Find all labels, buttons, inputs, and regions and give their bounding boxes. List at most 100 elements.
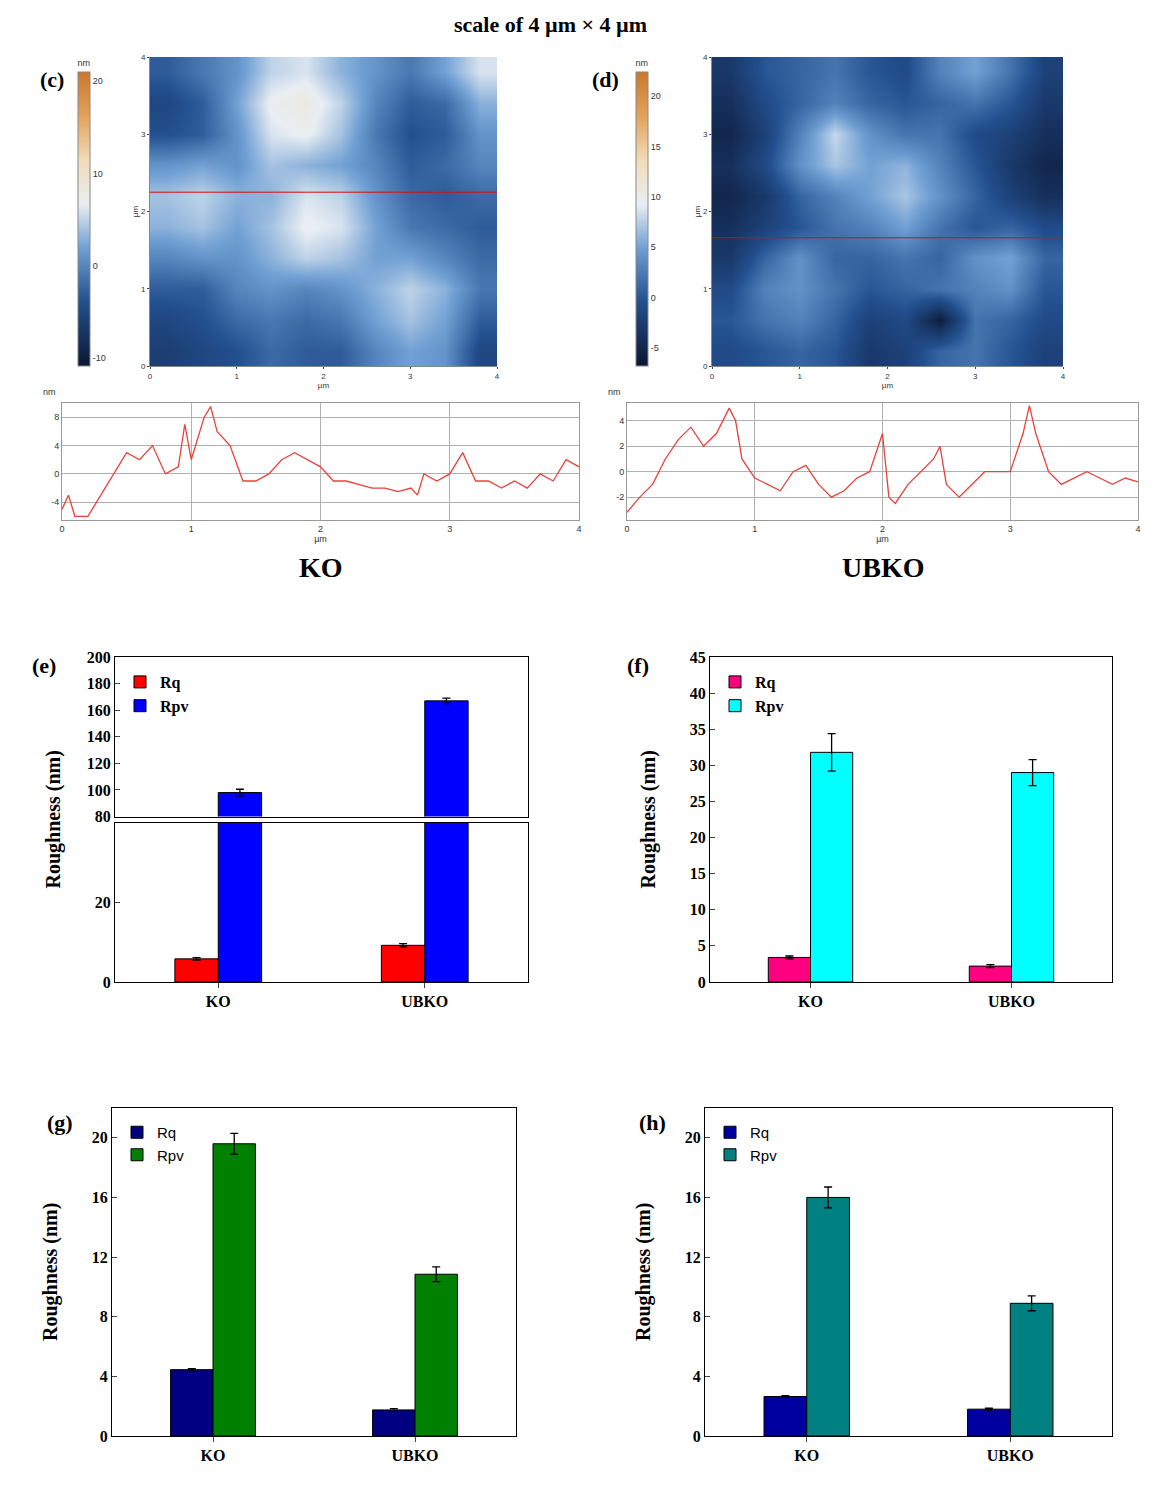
svg-text:Roughness (nm): Roughness (nm)	[632, 1203, 655, 1341]
svg-text:2: 2	[318, 524, 323, 534]
svg-text:2: 2	[321, 372, 326, 381]
svg-text:140: 140	[87, 728, 111, 745]
svg-text:15: 15	[651, 142, 661, 152]
svg-text:0: 0	[93, 261, 98, 271]
svg-text:Rq: Rq	[750, 1124, 769, 1141]
svg-text:40: 40	[690, 685, 706, 702]
svg-text:2: 2	[880, 524, 885, 534]
svg-text:KO: KO	[299, 552, 343, 583]
svg-text:4: 4	[100, 1368, 108, 1385]
svg-text:45: 45	[690, 649, 706, 666]
svg-text:8: 8	[54, 412, 59, 422]
svg-text:200: 200	[87, 649, 111, 666]
svg-text:1: 1	[189, 524, 194, 534]
svg-text:Rpv: Rpv	[160, 698, 188, 716]
svg-text:KO: KO	[206, 993, 231, 1010]
svg-text:1: 1	[703, 285, 708, 294]
svg-text:UBKO: UBKO	[842, 552, 924, 583]
svg-text:Roughness (nm): Roughness (nm)	[42, 750, 65, 888]
svg-text:4: 4	[576, 524, 581, 534]
svg-text:µm: µm	[876, 534, 889, 544]
svg-text:20: 20	[93, 76, 103, 86]
svg-text:Rpv: Rpv	[157, 1147, 184, 1164]
svg-text:0: 0	[693, 1428, 701, 1445]
svg-text:KO: KO	[794, 1447, 819, 1464]
svg-text:UBKO: UBKO	[391, 1447, 438, 1464]
svg-text:100: 100	[87, 782, 111, 799]
svg-text:10: 10	[651, 192, 661, 202]
svg-text:20: 20	[690, 829, 706, 846]
svg-text:µm: µm	[318, 381, 330, 390]
svg-text:UBKO: UBKO	[987, 1447, 1034, 1464]
svg-text:1: 1	[752, 524, 757, 534]
svg-text:µm: µm	[314, 534, 327, 544]
svg-text:4: 4	[619, 416, 624, 426]
svg-text:8: 8	[693, 1308, 701, 1325]
svg-text:2: 2	[885, 372, 890, 381]
svg-text:1: 1	[141, 285, 146, 294]
svg-text:4: 4	[141, 53, 146, 62]
svg-text:5: 5	[651, 242, 656, 252]
svg-text:0: 0	[103, 974, 111, 991]
svg-text:(h): (h)	[639, 1110, 666, 1135]
svg-text:0: 0	[624, 524, 629, 534]
svg-text:10: 10	[93, 169, 103, 179]
svg-text:3: 3	[408, 372, 413, 381]
svg-text:Rpv: Rpv	[755, 698, 783, 716]
svg-text:2: 2	[141, 207, 146, 216]
svg-text:35: 35	[690, 721, 706, 738]
svg-text:4: 4	[495, 372, 500, 381]
svg-text:0: 0	[148, 372, 153, 381]
svg-text:12: 12	[685, 1249, 701, 1266]
svg-text:µm: µm	[131, 206, 140, 218]
svg-text:Roughness (nm): Roughness (nm)	[39, 1203, 62, 1341]
svg-text:3: 3	[447, 524, 452, 534]
svg-text:-2: -2	[616, 492, 624, 502]
svg-text:(g): (g)	[47, 1110, 73, 1135]
svg-text:-5: -5	[651, 343, 659, 353]
svg-text:1: 1	[235, 372, 240, 381]
svg-text:0: 0	[703, 362, 708, 371]
svg-text:1: 1	[798, 372, 803, 381]
svg-text:2: 2	[703, 207, 708, 216]
svg-text:-10: -10	[93, 353, 106, 363]
svg-text:µm: µm	[693, 206, 702, 218]
svg-text:160: 160	[87, 702, 111, 719]
svg-text:Rq: Rq	[160, 674, 181, 692]
svg-text:20: 20	[95, 894, 111, 911]
svg-text:4: 4	[1061, 372, 1066, 381]
svg-text:3: 3	[703, 130, 708, 139]
svg-text:120: 120	[87, 755, 111, 772]
svg-text:3: 3	[141, 130, 146, 139]
svg-text:(e): (e)	[32, 653, 56, 678]
svg-text:0: 0	[651, 293, 656, 303]
svg-text:180: 180	[87, 675, 111, 692]
svg-text:4: 4	[703, 53, 708, 62]
svg-text:3: 3	[1008, 524, 1013, 534]
svg-text:0: 0	[54, 469, 59, 479]
svg-text:12: 12	[92, 1249, 108, 1266]
svg-text:0: 0	[710, 372, 715, 381]
svg-text:(d): (d)	[592, 67, 619, 92]
svg-text:0: 0	[698, 974, 706, 991]
svg-text:80: 80	[95, 808, 111, 825]
svg-text:10: 10	[690, 901, 706, 918]
svg-text:4: 4	[54, 441, 59, 451]
svg-text:0: 0	[100, 1428, 108, 1445]
svg-text:UBKO: UBKO	[988, 993, 1035, 1010]
svg-text:scale of 4 µm × 4 µm: scale of 4 µm × 4 µm	[454, 12, 647, 37]
svg-text:(f): (f)	[627, 653, 649, 678]
svg-text:-4: -4	[51, 497, 59, 507]
svg-text:KO: KO	[798, 993, 823, 1010]
svg-text:0: 0	[619, 467, 624, 477]
svg-text:2: 2	[619, 441, 624, 451]
svg-text:16: 16	[685, 1189, 701, 1206]
svg-text:15: 15	[690, 865, 706, 882]
svg-text:Rq: Rq	[755, 674, 776, 692]
svg-text:4: 4	[693, 1368, 701, 1385]
svg-text:nm: nm	[636, 58, 649, 68]
svg-text:30: 30	[690, 757, 706, 774]
svg-text:µm: µm	[882, 381, 894, 390]
svg-text:Rq: Rq	[157, 1124, 176, 1141]
svg-text:5: 5	[698, 937, 706, 954]
